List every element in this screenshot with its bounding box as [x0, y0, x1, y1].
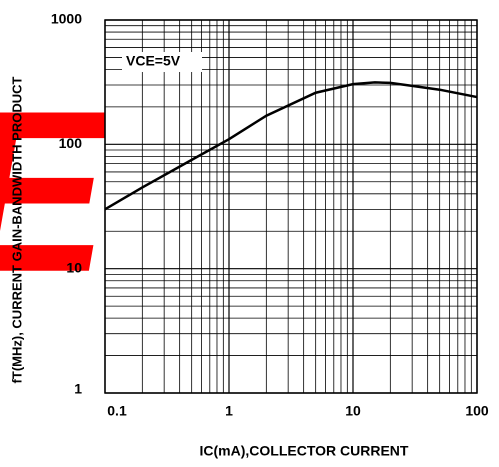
y-tick-label: 1000 — [51, 11, 82, 27]
y-tick-label: 100 — [59, 135, 83, 151]
x-tick-label: 1 — [225, 403, 233, 419]
x-tick-label: 0.1 — [107, 403, 127, 419]
y-tick-label: 10 — [66, 259, 82, 275]
plot-background — [105, 20, 477, 393]
y-tick-label: 1 — [74, 381, 82, 397]
x-axis-label: IC(mA),COLLECTOR CURRENT — [200, 443, 409, 459]
plot-area — [104, 19, 478, 394]
annotation-box — [122, 52, 202, 72]
x-tick-label: 100 — [465, 403, 489, 419]
annotation: VCE=5V — [126, 53, 181, 69]
y-axis-label: fT(MHz), CURRENT GAIN-BANDWIDTH PRODUCT — [9, 76, 24, 383]
x-tick-label: 10 — [345, 403, 361, 419]
data-line — [104, 81, 478, 211]
plot-frame — [104, 19, 478, 394]
